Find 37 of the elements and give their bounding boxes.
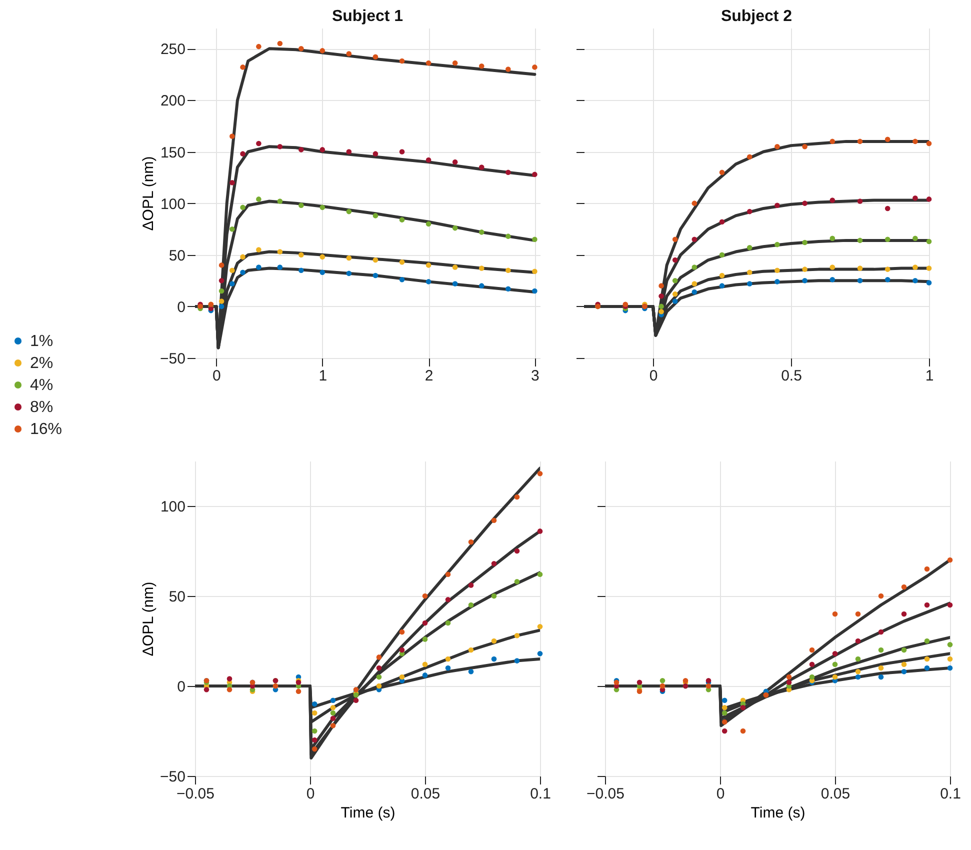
y-tick-label: 150: [160, 144, 186, 162]
x-tick-label: 0: [649, 368, 658, 384]
x-tick-label: 0: [306, 786, 315, 802]
y-tick-label: −50: [160, 768, 186, 786]
y-axis-title: ΔOPL (nm): [140, 156, 158, 231]
x-tick-label: 0.1: [530, 786, 551, 802]
legend-label: 8%: [30, 399, 54, 416]
x-tick-label: 1: [925, 368, 934, 384]
chart-title: Subject 2: [720, 8, 792, 25]
y-tick-label: 0: [177, 298, 186, 316]
y-tick-label: 100: [160, 196, 186, 213]
x-axis-title: Time (s): [750, 804, 806, 822]
legend-label: 2%: [30, 355, 54, 372]
x-axis-title: Time (s): [340, 804, 396, 822]
chart-title: Subject 1: [332, 8, 404, 25]
x-tick-label: 1: [318, 368, 328, 384]
y-axis-title: ΔOPL (nm): [140, 582, 158, 656]
y-tick-label: 50: [168, 247, 186, 264]
x-tick-label: 2: [424, 368, 434, 384]
x-tick-label: 0.5: [781, 368, 802, 384]
y-tick-label: 200: [160, 92, 186, 110]
x-tick-label: 0.05: [820, 786, 850, 802]
y-tick-label: −50: [160, 350, 186, 368]
y-tick-label: 100: [160, 498, 186, 516]
y-tick-label: 0: [177, 678, 186, 696]
legend-label: 16%: [30, 421, 62, 438]
x-tick-label: 0.1: [940, 786, 961, 802]
legend-label: 1%: [30, 333, 54, 350]
x-tick-label: 0.05: [410, 786, 440, 802]
y-tick-label: 250: [160, 41, 186, 58]
x-tick-label: −0.05: [176, 786, 214, 802]
x-tick-label: 3: [531, 368, 540, 384]
x-tick-label: −0.05: [586, 786, 624, 802]
legend-label: 4%: [30, 377, 54, 394]
x-tick-label: 0: [716, 786, 725, 802]
x-tick-label: 0: [212, 368, 221, 384]
y-tick-label: 50: [168, 588, 186, 606]
